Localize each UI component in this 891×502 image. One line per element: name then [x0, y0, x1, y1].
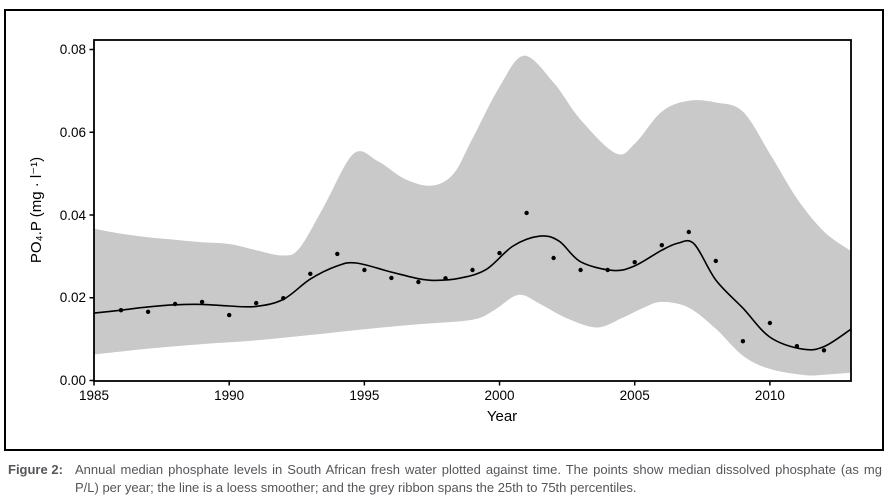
- data-point: [443, 276, 448, 281]
- y-tick-label: 0.06: [59, 124, 86, 140]
- data-point: [227, 312, 232, 318]
- data-point: [578, 267, 583, 273]
- data-point: [497, 250, 502, 256]
- data-point: [172, 301, 178, 307]
- data-point: [632, 260, 637, 265]
- data-point: [145, 309, 151, 314]
- data-point: [470, 267, 475, 273]
- data-point: [686, 229, 691, 235]
- data-point: [605, 267, 610, 273]
- panel-border: [93, 39, 852, 382]
- data-point: [713, 258, 718, 264]
- x-tick-label: 1990: [214, 388, 245, 403]
- percentile-ribbon: [94, 55, 851, 376]
- x-tick-label: 2000: [484, 388, 515, 403]
- data-point: [740, 339, 746, 344]
- data-point: [281, 296, 286, 301]
- data-point: [254, 300, 259, 306]
- x-tick-label: 2010: [754, 388, 785, 403]
- x-tick-label: 2005: [619, 388, 650, 403]
- data-point: [794, 344, 800, 349]
- chart-figure: 0.00 0.02 0.04 0.06 0.08 1985 1990 1995 2000 2005…: [4, 9, 884, 451]
- figure-caption-text: Annual median phosphate levels in South …: [75, 462, 882, 495]
- figure-caption-label: Figure 2:: [8, 462, 63, 477]
- y-axis-title: PO₄.P (mg · l⁻¹): [28, 156, 45, 264]
- data-point: [416, 279, 421, 285]
- data-point: [199, 299, 205, 305]
- chart-plot-area: [89, 39, 852, 386]
- data-point: [524, 210, 529, 216]
- data-point: [821, 348, 827, 353]
- figure-caption: Figure 2: Annual median phosphate levels…: [8, 461, 884, 496]
- data-point: [308, 271, 313, 276]
- y-tick-label: 0.02: [59, 290, 86, 306]
- y-tick-label: 0.04: [59, 207, 86, 223]
- data-point: [118, 308, 124, 313]
- data-point: [335, 251, 340, 257]
- data-point: [551, 255, 556, 261]
- x-tick-label: 1995: [349, 388, 380, 403]
- data-point: [659, 243, 664, 248]
- y-tick-label: 0.00: [59, 373, 86, 388]
- data-point: [389, 275, 394, 281]
- x-axis-title: Year: [486, 408, 518, 425]
- y-tick-label: 0.08: [59, 42, 86, 57]
- loess-smoother-line: [94, 235, 851, 351]
- x-tick-label: 1985: [78, 388, 110, 403]
- data-point: [362, 267, 367, 273]
- data-point: [767, 320, 773, 326]
